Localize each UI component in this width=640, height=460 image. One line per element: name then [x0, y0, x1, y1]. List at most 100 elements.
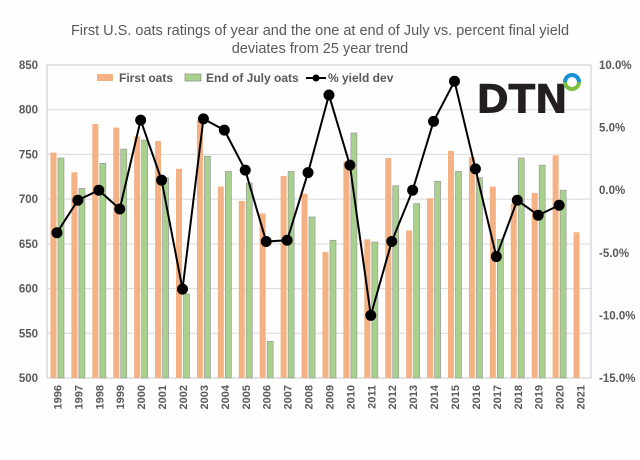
yield-dev-point-2012 — [386, 236, 398, 248]
yield-dev-point-2009 — [323, 89, 335, 101]
x-tick-label: 1996 — [52, 385, 64, 409]
x-tick-label: 2019 — [534, 385, 546, 409]
bar-first-oats-2001 — [155, 141, 162, 378]
x-tick-label: 2011 — [366, 385, 378, 409]
right-tick-label: 0.0% — [599, 185, 625, 197]
bar-end-of-july-oats-1998 — [99, 163, 107, 379]
left-tick-label: 550 — [19, 328, 38, 340]
left-tick-label: 700 — [19, 194, 38, 206]
bar-first-oats-2003 — [196, 120, 203, 379]
x-tick-label: 2005 — [241, 385, 253, 409]
x-axis: 1996 1997 1998 1999 2000 2001 2002 2003 2004 2005… — [52, 384, 587, 409]
left-axis: 500 550 600 650 700 750 800 850 — [19, 60, 38, 385]
yield-dev-point-2019 — [532, 209, 544, 221]
bar-first-oats-2004 — [217, 186, 224, 378]
bar-end-of-july-oats-2010 — [350, 132, 358, 379]
x-tick-label: 2014 — [429, 384, 441, 409]
x-tick-label: 2013 — [408, 385, 420, 409]
bar-end-of-july-oats-2018 — [517, 157, 525, 379]
legend-label-first-oats: First oats — [119, 71, 173, 85]
legend-marker-yield-dev — [312, 74, 320, 82]
bar-first-oats-2018 — [510, 203, 517, 378]
right-tick-label: -10.0% — [599, 310, 635, 322]
bar-first-oats-2013 — [406, 230, 413, 378]
legend-swatch-first-oats — [97, 74, 113, 81]
x-tick-label: 2018 — [513, 385, 525, 409]
bar-first-oats-2012 — [385, 158, 392, 378]
bar-end-of-july-oats-2017 — [496, 239, 504, 379]
x-tick-label: 2010 — [345, 385, 357, 409]
yield-dev-point-1996 — [51, 227, 63, 239]
bar-first-oats-2008 — [301, 193, 308, 378]
plot-area — [46, 64, 592, 379]
bar-end-of-july-oats-1997 — [78, 188, 86, 379]
yield-dev-point-2017 — [490, 251, 502, 263]
x-tick-label: 2021 — [576, 385, 588, 409]
right-axis: -15.0% -10.0% -5.0% 0.0% 5.0% 10.0% — [599, 60, 635, 385]
dtn-logo-ring-icon — [563, 73, 581, 91]
bar-end-of-july-oats-2012 — [392, 185, 400, 379]
bar-end-of-july-oats-2016 — [476, 177, 483, 379]
right-tick-label: 10.0% — [599, 60, 632, 72]
x-tick-label: 2015 — [450, 385, 462, 409]
x-tick-label: 1997 — [73, 385, 85, 409]
legend-label-end-of-july-oats: End of July oats — [206, 71, 299, 85]
yield-dev-point-1999 — [114, 203, 126, 215]
bar-end-of-july-oats-1996 — [57, 157, 65, 379]
chart-title-line-1: First U.S. oats ratings of year and the … — [70, 23, 570, 39]
yield-dev-point-1997 — [72, 194, 84, 206]
yield-dev-point-2000 — [135, 114, 147, 126]
left-tick-label: 800 — [19, 105, 38, 117]
yield-dev-point-2002 — [177, 283, 188, 295]
legend: First oats End of July oats % yield dev — [97, 71, 394, 85]
bar-first-oats-2010 — [343, 161, 350, 378]
yield-dev-point-2001 — [156, 174, 168, 186]
x-tick-label: 2001 — [157, 385, 169, 409]
legend-label-yield-dev: % yield dev — [328, 71, 394, 85]
bar-end-of-july-oats-2020 — [559, 189, 567, 379]
yield-dev-point-2016 — [469, 163, 481, 175]
bar-end-of-july-oats-2003 — [204, 155, 211, 379]
bar-first-oats-2021 — [573, 232, 580, 378]
bar-end-of-july-oats-2019 — [538, 164, 546, 379]
bar-end-of-july-oats-2006 — [266, 340, 274, 379]
bar-first-oats-2014 — [427, 198, 434, 378]
bar-first-oats-1997 — [71, 172, 78, 378]
bar-first-oats-2005 — [238, 200, 245, 378]
x-tick-label: 2008 — [304, 385, 316, 409]
x-tick-label: 2002 — [178, 385, 190, 409]
bar-first-oats-2017 — [489, 186, 496, 378]
chart-title: First U.S. oats ratings of year and the … — [0, 22, 640, 58]
yield-dev-point-2015 — [449, 75, 460, 87]
yield-dev-line — [51, 75, 565, 321]
bar-end-of-july-oats-2002 — [183, 293, 190, 379]
left-tick-label: 650 — [19, 239, 38, 251]
yield-dev-point-2003 — [197, 113, 209, 125]
dtn-logo: DTN — [476, 73, 581, 123]
bar-first-oats-2007 — [280, 175, 287, 378]
right-tick-label: 5.0% — [599, 123, 625, 135]
bar-end-of-july-oats-2008 — [308, 216, 316, 379]
yield-dev-point-2005 — [239, 164, 251, 176]
yield-dev-point-2008 — [302, 167, 314, 179]
bar-first-oats-2011 — [364, 239, 371, 378]
bar-first-oats-2000 — [134, 136, 141, 378]
bar-first-oats-1999 — [113, 127, 120, 378]
left-tick-label: 850 — [19, 60, 38, 72]
left-tick-label: 600 — [19, 284, 38, 296]
x-tick-label: 2000 — [136, 385, 148, 409]
x-tick-label: 2009 — [324, 385, 336, 409]
left-tick-label: 500 — [19, 373, 38, 385]
bar-end-of-july-oats-2015 — [455, 171, 462, 379]
bar-end-of-july-oats-2004 — [224, 171, 232, 379]
bar-first-oats-2019 — [531, 192, 538, 378]
right-tick-label: -5.0% — [599, 248, 629, 260]
yield-dev-point-2011 — [365, 309, 377, 321]
bars — [50, 120, 580, 379]
yield-dev-point-2018 — [511, 194, 523, 206]
x-tick-label: 2020 — [555, 385, 567, 409]
bar-first-oats-2009 — [322, 251, 329, 378]
bar-first-oats-2016 — [468, 157, 475, 378]
x-tick-label: 1999 — [115, 385, 127, 409]
